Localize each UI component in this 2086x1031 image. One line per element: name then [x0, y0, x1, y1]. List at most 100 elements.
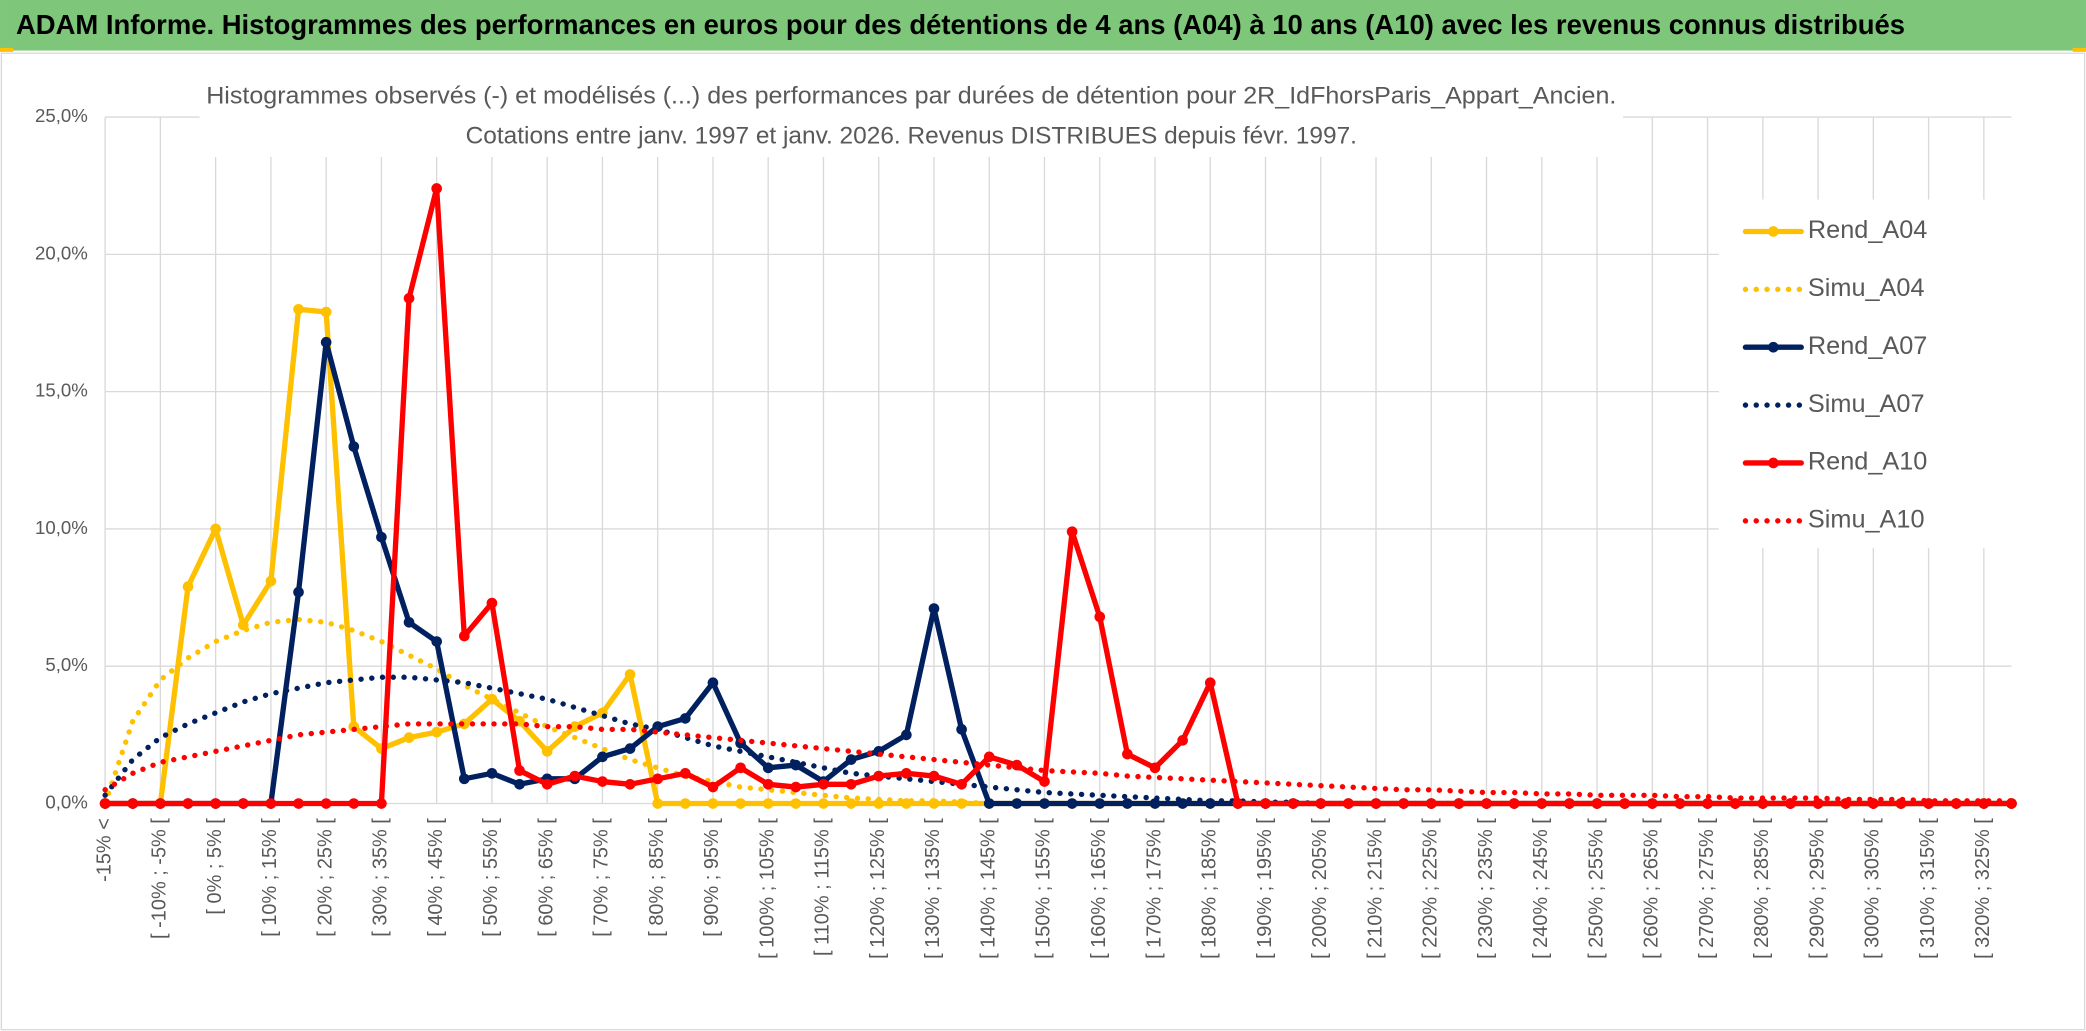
data-point — [1564, 798, 1575, 809]
data-point — [1066, 798, 1078, 809]
data-point — [486, 597, 498, 609]
legend-label: Simu_A04 — [1808, 274, 1925, 302]
data-point — [237, 798, 249, 809]
x-tick-label: [ 50% ; 55% [ — [480, 818, 502, 937]
data-point — [486, 767, 498, 779]
data-point — [403, 616, 415, 628]
data-point — [818, 798, 829, 809]
data-point — [431, 636, 442, 647]
legend-marker — [1768, 457, 1779, 469]
data-point — [320, 306, 332, 318]
data-point — [182, 581, 194, 592]
data-point — [569, 721, 581, 732]
data-point — [458, 630, 470, 642]
data-point — [1094, 798, 1106, 809]
data-point — [376, 798, 387, 809]
data-point — [1315, 798, 1327, 809]
x-tick-label: [ 240% ; 245% [ — [1530, 818, 1552, 959]
x-tick-label: [ 90% ; 95% [ — [701, 818, 723, 937]
data-point — [873, 798, 885, 809]
legend-label: Simu_A10 — [1808, 505, 1925, 533]
x-tick-label: [ 20% ; 25% [ — [314, 818, 336, 937]
x-tick-label: [ 130% ; 135% [ — [922, 818, 944, 959]
x-tick-label: [ 210% ; 215% [ — [1364, 818, 1386, 959]
plot-area — [99, 183, 2017, 809]
data-point — [1674, 798, 1686, 809]
data-point — [956, 724, 967, 735]
data-point — [431, 726, 442, 738]
y-tick-label: 0,0% — [45, 791, 87, 812]
data-point — [1177, 735, 1188, 746]
x-tick-label: [ 260% ; 265% [ — [1641, 818, 1663, 959]
x-tick-label: [ 160% ; 165% [ — [1088, 818, 1110, 959]
data-point — [679, 767, 691, 779]
data-point — [431, 183, 442, 194]
data-point — [901, 729, 912, 741]
x-tick-label: [ 190% ; 195% [ — [1254, 818, 1276, 959]
data-point — [1011, 798, 1023, 809]
data-point — [597, 751, 608, 763]
data-point — [624, 778, 636, 790]
legend-marker — [1768, 341, 1779, 353]
data-point — [1481, 798, 1492, 809]
y-tick-label: 25,0% — [35, 105, 88, 126]
data-point — [403, 292, 415, 304]
data-point — [1039, 776, 1050, 787]
data-point — [707, 677, 719, 689]
data-point — [1646, 798, 1658, 809]
x-tick-label: [ 100% ; 105% [ — [756, 818, 778, 959]
data-point — [1425, 798, 1437, 809]
model-line — [102, 616, 2015, 807]
data-point — [845, 754, 857, 765]
data-point — [928, 603, 940, 614]
data-point — [1343, 798, 1354, 809]
data-point — [652, 773, 664, 785]
x-tick-label: [ 140% ; 145% [ — [977, 818, 999, 959]
y-tick-label: 20,0% — [35, 242, 88, 263]
legend: Rend_A04 Simu_A04 Rend_A07 Simu_A07 Rend_A10… — [1718, 199, 2012, 549]
data-point — [1453, 798, 1465, 809]
data-point — [901, 767, 912, 779]
data-point — [541, 746, 553, 757]
data-point — [790, 781, 802, 793]
data-point — [348, 441, 360, 452]
data-point — [293, 798, 304, 809]
legend-label: Rend_A07 — [1808, 332, 1927, 360]
chart-subtitle: Cotations entre janv. 1997 et janv. 2026… — [466, 122, 1357, 149]
header-banner — [0, 0, 2086, 51]
chart-title: Histogrammes observés (-) et modélisés (… — [206, 82, 1616, 109]
x-tick-label: [ 30% ; 35% [ — [370, 818, 392, 937]
data-point — [1204, 677, 1216, 689]
data-point — [348, 798, 360, 809]
data-point — [127, 798, 139, 809]
data-point — [762, 762, 774, 774]
data-point — [707, 781, 719, 793]
data-point — [845, 798, 857, 809]
data-point — [1591, 798, 1603, 809]
data-point — [1039, 798, 1050, 809]
legend-label: Rend_A10 — [1808, 448, 1927, 476]
data-point — [624, 669, 636, 680]
legend-marker — [1768, 226, 1779, 237]
data-point — [1729, 798, 1741, 809]
x-tick-label: [ 150% ; 155% [ — [1033, 818, 1055, 959]
data-point — [1094, 611, 1106, 623]
data-point — [569, 770, 581, 782]
data-point — [735, 798, 746, 809]
data-point — [1812, 798, 1824, 809]
x-tick-label: [ 120% ; 125% [ — [867, 818, 889, 959]
data-point — [403, 732, 415, 743]
data-point — [1702, 798, 1713, 809]
data-point — [624, 743, 636, 754]
data-point — [735, 762, 746, 774]
y-tick-label: 15,0% — [35, 380, 88, 401]
data-point — [265, 798, 277, 809]
data-point — [597, 776, 608, 787]
data-point — [762, 798, 774, 809]
legend-label: Rend_A04 — [1808, 216, 1927, 244]
data-point — [1149, 762, 1161, 774]
data-point — [541, 778, 553, 790]
legend-label: Simu_A07 — [1808, 390, 1925, 418]
x-tick-label: [ 110% ; 115% [ — [812, 818, 834, 956]
